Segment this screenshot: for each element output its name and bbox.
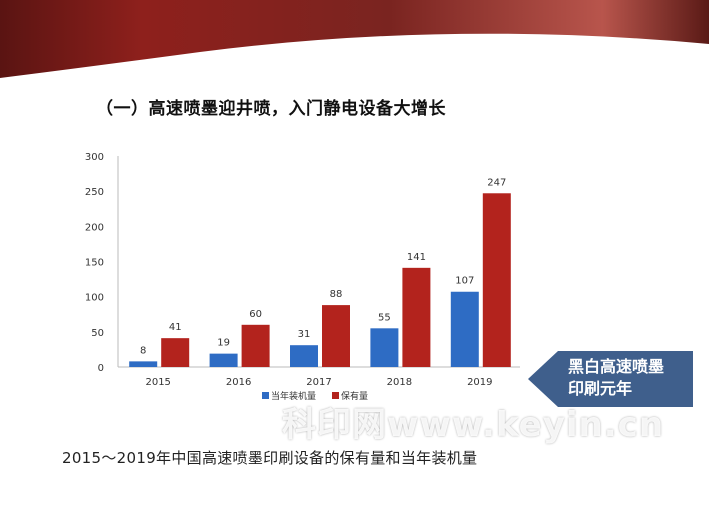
legend-swatch [332,392,339,399]
data-label: 247 [487,177,506,188]
y-tick-label: 300 [85,152,104,163]
bar-holdings [402,267,431,367]
watermark: 科印网www.keyin.cn [282,405,665,445]
x-tick-label: 2015 [145,377,170,388]
header-banner [0,0,709,78]
legend-label: 当年装机量 [271,390,316,402]
bar-holdings [161,338,190,367]
data-label: 88 [330,289,343,300]
y-tick-label: 250 [85,187,104,198]
data-label: 31 [298,329,311,340]
x-tick-label: 2019 [467,377,492,388]
legend-label: 保有量 [341,390,368,402]
callout-text: 黑白高速喷墨 印刷元年 [568,356,664,400]
data-label: 8 [140,345,146,356]
y-tick-label: 50 [91,328,104,339]
bar-installs [290,345,318,367]
data-label: 41 [169,322,182,333]
callout-line-2: 印刷元年 [568,379,633,398]
callout-arrow-shape [528,351,693,407]
data-label: 141 [407,252,426,263]
bar-holdings [241,324,270,367]
bar-holdings [322,305,350,367]
x-tick-label: 2018 [387,377,412,388]
legend-swatch [262,392,269,399]
figure-caption: 2015～2019年中国高速喷墨印刷设备的保有量和当年装机量 [62,449,478,467]
callout-line-1: 黑白高速喷墨 [568,357,665,376]
bar-holdings [482,193,511,367]
data-label: 107 [455,276,474,287]
y-tick-label: 200 [85,222,104,233]
y-tick-label: 100 [85,293,104,304]
data-label: 55 [378,312,391,323]
x-tick-label: 2017 [306,377,331,388]
data-label: 60 [249,309,262,320]
y-tick-label: 150 [85,258,104,269]
x-tick-label: 2016 [226,377,251,388]
slide-heading: （一）高速喷墨迎井喷，入门静电设备大增长 [96,99,446,119]
bar-installs [450,291,479,367]
bar-installs [129,361,158,367]
bar-installs [370,328,399,367]
data-label: 19 [217,338,230,349]
bar-installs [209,353,238,367]
y-tick-label: 0 [98,363,104,374]
